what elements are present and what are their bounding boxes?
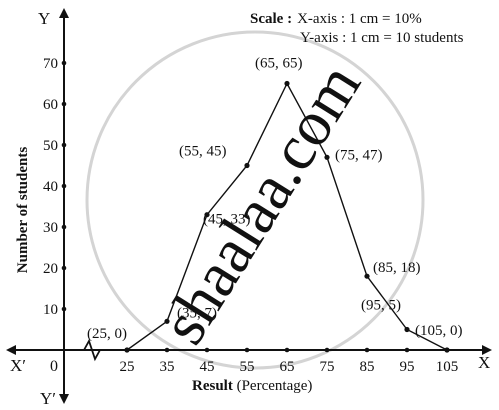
x-tick-label-105: 105	[436, 359, 459, 375]
x-tick-label-25: 25	[120, 359, 135, 375]
x-tick-label-55: 55	[240, 359, 255, 375]
data-label-75: (75, 47)	[335, 147, 383, 163]
data-points	[124, 80, 450, 353]
y-tick-mark-50	[61, 142, 67, 148]
y-axis-label: Number of students	[15, 147, 31, 274]
data-point-25	[124, 347, 130, 353]
data-point-75	[324, 154, 330, 160]
data-point-65	[284, 80, 290, 87]
x-tick-mark-35	[164, 347, 170, 353]
y-axis-arrow-down	[59, 394, 69, 404]
y-tick-label-70: 70	[43, 56, 58, 72]
axis-break-mark	[83, 338, 101, 362]
y-axis-letter-positive: Y	[38, 9, 50, 28]
scale-heading: Scale :	[250, 11, 292, 27]
scale-note: Scale : X-axis : 1 cm = 10% Y-axis : 1 cm…	[250, 11, 464, 46]
y-tick-mark-20	[61, 265, 67, 271]
x-axis-label: Result (Percentage)	[192, 378, 312, 394]
x-tick-label-35: 35	[160, 359, 175, 375]
data-label-35: (35, 7)	[177, 305, 217, 321]
y-axis-arrow-up	[59, 8, 69, 18]
origin-label: 0	[50, 358, 58, 375]
y-tick-mark-10	[61, 306, 67, 312]
scale-x-text: X-axis : 1 cm = 10%	[297, 11, 422, 27]
x-tick-label-95: 95	[400, 359, 415, 375]
x-axis-label-rest: (Percentage)	[233, 378, 313, 394]
x-tick-label-45: 45	[200, 359, 215, 375]
x-axis-arrow-right	[482, 345, 492, 355]
data-point-85	[364, 273, 370, 279]
data-point-45	[204, 212, 210, 218]
y-tick-mark-30	[61, 224, 67, 230]
data-label-55: (55, 45)	[179, 144, 227, 160]
watermark: shaalaa.com	[85, 30, 425, 370]
x-axis-letter-positive: X	[478, 353, 490, 372]
x-tick-mark-45	[204, 347, 210, 353]
y-tick-label-40: 40	[43, 179, 58, 195]
x-tick-mark-85	[364, 347, 370, 353]
data-point-55	[244, 162, 250, 169]
data-label-25: (25, 0)	[87, 326, 127, 342]
x-tick-label-75: 75	[320, 359, 335, 375]
y-tick-mark-70	[61, 60, 67, 66]
x-tick-mark-95	[404, 347, 410, 353]
x-ticks: 25 35 45 55 65 75 85 95 105	[120, 347, 459, 375]
data-point-labels: (25, 0) (35, 7) (45, 33) (55, 45) (65, 65) (7…	[87, 56, 463, 343]
y-tick-mark-40	[61, 183, 67, 189]
y-tick-label-60: 60	[43, 97, 58, 113]
x-axis-letter-negative: X′	[10, 356, 26, 375]
data-point-35	[164, 318, 170, 324]
y-axis-letter-negative: Y′	[40, 389, 56, 408]
y-tick-label-30: 30	[43, 220, 58, 236]
y-tick-label-20: 20	[43, 261, 58, 277]
x-axis-arrow-left	[6, 345, 16, 355]
scale-line-x: Scale : X-axis : 1 cm = 10%	[250, 11, 422, 27]
data-label-105: (105, 0)	[415, 323, 463, 339]
data-label-45: (45, 33)	[203, 212, 251, 228]
x-tick-mark-75	[324, 347, 330, 353]
data-label-65: (65, 65)	[255, 56, 303, 72]
x-axis-label-bold: Result	[192, 378, 233, 394]
x-tick-mark-65	[284, 347, 290, 353]
data-label-95: (95, 5)	[361, 298, 401, 314]
data-point-105	[444, 347, 450, 353]
y-tick-label-10: 10	[43, 302, 58, 318]
x-tick-label-65: 65	[280, 359, 295, 375]
y-tick-mark-60	[61, 101, 67, 107]
watermark-circle	[85, 30, 425, 370]
data-point-95	[404, 326, 410, 333]
data-label-85: (85, 18)	[373, 260, 421, 276]
y-tick-label-50: 50	[43, 138, 58, 154]
scale-y-text: Y-axis : 1 cm = 10 students	[300, 30, 464, 46]
x-tick-mark-55	[244, 347, 250, 353]
y-ticks: 10 20 30 40 50 60 70	[43, 56, 67, 318]
x-tick-label-85: 85	[360, 359, 375, 375]
